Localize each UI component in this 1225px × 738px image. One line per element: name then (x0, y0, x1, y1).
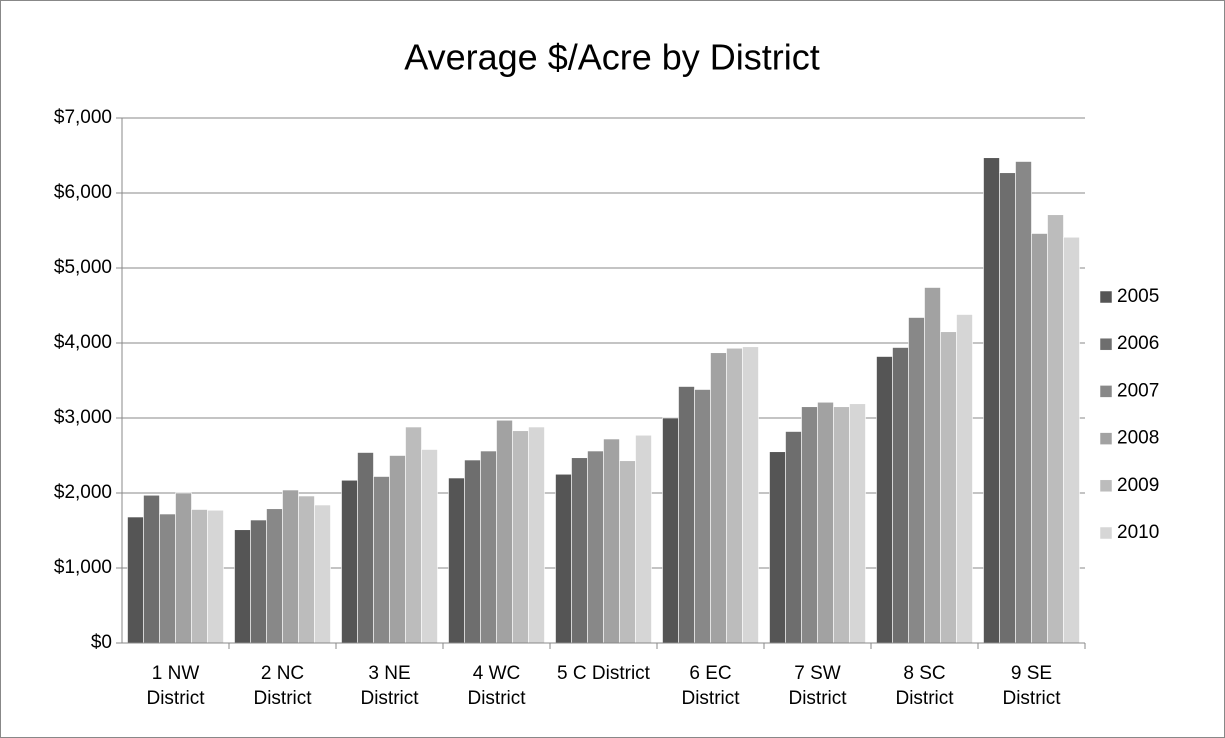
bar (940, 331, 957, 644)
bar (480, 450, 497, 644)
bar (464, 459, 481, 644)
x-tick-label: 9 SE District (1002, 663, 1061, 709)
bar (801, 406, 818, 644)
bar (587, 450, 604, 644)
bar (127, 516, 144, 644)
legend-label: 2006 (1117, 333, 1159, 354)
bar (710, 352, 727, 644)
bar (833, 406, 850, 644)
x-tick-label: 1 NW District (146, 663, 205, 709)
bar (159, 513, 176, 644)
bar (603, 438, 620, 644)
x-tick-label: 6 EC District (681, 663, 740, 709)
legend-swatch (1099, 479, 1113, 493)
bar (678, 386, 695, 644)
bar (250, 519, 267, 644)
legend-label: 2009 (1117, 475, 1159, 496)
legend-swatch (1099, 290, 1113, 304)
bar (983, 157, 1000, 644)
bar (282, 489, 299, 644)
legend-swatch (1099, 526, 1113, 540)
x-tick-label: 4 WC District (467, 663, 526, 709)
legend-label: 2007 (1117, 380, 1159, 401)
bar (1015, 161, 1032, 644)
bar (956, 314, 973, 644)
bar (742, 346, 759, 644)
bar (234, 529, 251, 644)
legend-label: 2008 (1117, 428, 1159, 449)
bar (849, 403, 866, 644)
bar (143, 494, 160, 644)
bar (421, 449, 438, 644)
bar (876, 356, 893, 644)
bar (726, 347, 743, 644)
legend-swatch (1099, 385, 1113, 398)
x-tick-label: 7 SW District (788, 663, 847, 709)
bar (314, 504, 331, 644)
bar (694, 389, 711, 644)
bar (908, 317, 925, 644)
bar (266, 508, 283, 644)
bar (619, 460, 636, 644)
bar (571, 457, 588, 644)
y-tick-label: $2,000 (54, 482, 112, 503)
x-tick-label: 8 SC District (895, 663, 954, 709)
bar (555, 473, 572, 644)
bar (662, 417, 679, 644)
bar (448, 477, 465, 644)
bar (528, 426, 545, 644)
bar (785, 431, 802, 644)
bar (1063, 236, 1080, 644)
bar (924, 287, 941, 644)
bar (405, 426, 422, 644)
bar (191, 509, 208, 644)
x-tick-label: 3 NE District (360, 663, 419, 709)
bar (1031, 233, 1048, 644)
chart-title: Average $/Acre by District (404, 37, 820, 78)
bar (389, 455, 406, 644)
bar (1047, 214, 1064, 644)
legend-swatch (1099, 337, 1113, 351)
bar (207, 509, 224, 644)
y-tick-label: $6,000 (54, 182, 112, 203)
bar (769, 451, 786, 644)
bar (635, 434, 652, 644)
bar (298, 495, 315, 644)
y-tick-label: $3,000 (54, 407, 112, 428)
y-tick-label: $0 (91, 632, 112, 653)
bar (373, 476, 390, 644)
y-tick-label: $1,000 (54, 557, 112, 578)
y-tick-label: $7,000 (54, 107, 112, 128)
legend-swatch (1099, 432, 1113, 445)
bar (892, 347, 909, 644)
x-tick-label: 2 NC District (253, 663, 312, 709)
x-tick-label: 5 C District (557, 663, 650, 684)
bar (999, 172, 1016, 644)
bar (817, 401, 834, 644)
bar (357, 452, 374, 644)
bar (496, 419, 513, 644)
bar (512, 430, 529, 644)
y-tick-label: $4,000 (54, 332, 112, 353)
legend-label: 2005 (1117, 286, 1159, 307)
bar (175, 492, 192, 644)
bar (341, 479, 358, 644)
y-tick-label: $5,000 (54, 257, 112, 278)
legend-label: 2010 (1117, 522, 1159, 543)
